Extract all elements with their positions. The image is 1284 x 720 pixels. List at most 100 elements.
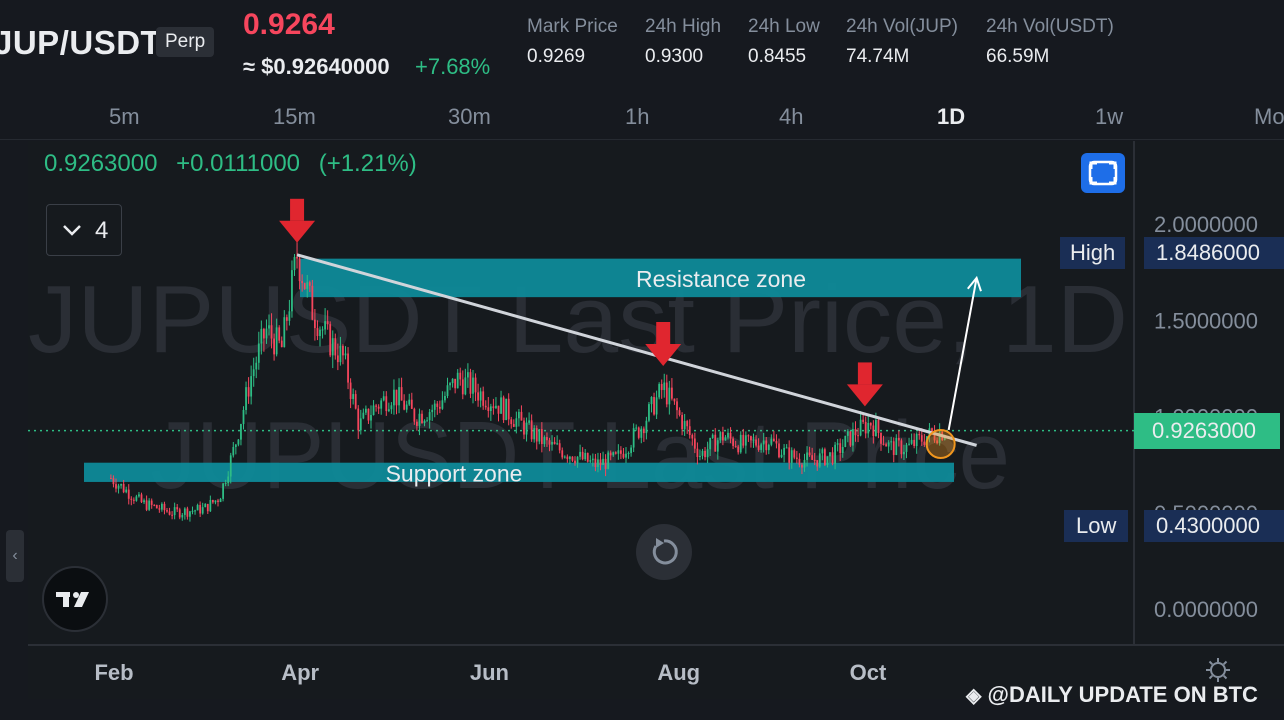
candle-body bbox=[729, 432, 732, 439]
projection-arrow-head bbox=[967, 275, 982, 292]
candle-body bbox=[247, 387, 250, 397]
candle-body bbox=[762, 440, 765, 445]
candle-body bbox=[714, 434, 717, 452]
candle-body bbox=[892, 441, 895, 455]
candle-body bbox=[515, 418, 518, 427]
candle-body bbox=[780, 454, 783, 458]
candle-body bbox=[222, 483, 224, 499]
candle-body bbox=[696, 448, 699, 458]
credit-watermark: ◈ @DAILY UPDATE ON BTC bbox=[966, 682, 1258, 708]
candle-body bbox=[362, 412, 365, 419]
candle-body bbox=[658, 384, 661, 398]
candle-body bbox=[293, 257, 296, 271]
candle-body bbox=[344, 353, 347, 356]
side-panel-toggle[interactable]: ‹ bbox=[6, 530, 24, 582]
chart-area[interactable]: JUPUSDT Last Price, 1D JUPUSDT Last Pric… bbox=[28, 141, 1284, 699]
candle-body bbox=[160, 503, 163, 510]
candle-body bbox=[375, 405, 377, 407]
candle-body bbox=[438, 406, 441, 409]
candle-body bbox=[693, 438, 696, 449]
candle-body bbox=[841, 446, 844, 454]
candles bbox=[109, 241, 946, 522]
candle-body bbox=[663, 382, 666, 391]
candle-body bbox=[178, 509, 181, 518]
candle-body bbox=[533, 428, 536, 440]
candle-body bbox=[387, 409, 390, 412]
credit-text: @DAILY UPDATE ON BTC bbox=[987, 682, 1258, 707]
candle-body bbox=[637, 427, 640, 438]
candle-body bbox=[719, 432, 722, 441]
price-chart[interactable]: JUPUSDT Last Price, 1D JUPUSDT Last Pric… bbox=[28, 141, 1284, 699]
candle-body bbox=[543, 437, 546, 445]
candle-body bbox=[354, 394, 357, 409]
resistance-trendline bbox=[296, 253, 978, 447]
tab-interval-1h[interactable]: 1h bbox=[625, 104, 650, 129]
candle-body bbox=[867, 422, 870, 434]
candle-body bbox=[166, 510, 168, 512]
candle-body bbox=[760, 444, 763, 450]
reset-chart-button[interactable] bbox=[636, 524, 692, 580]
candle-body bbox=[347, 353, 349, 383]
tab-interval-1d[interactable]: 1D bbox=[937, 104, 966, 129]
candle-body bbox=[645, 420, 648, 434]
tradingview-logo-button[interactable] bbox=[42, 566, 108, 632]
candle-body bbox=[306, 282, 309, 289]
chevron-down-icon bbox=[63, 225, 81, 236]
candle-body bbox=[862, 419, 865, 422]
candle-body bbox=[482, 391, 485, 406]
candle-body bbox=[138, 494, 140, 497]
candle-body bbox=[265, 328, 268, 339]
candle-body bbox=[150, 500, 153, 505]
candle-body bbox=[395, 389, 398, 406]
candle-body bbox=[423, 420, 426, 424]
candle-body bbox=[670, 387, 673, 399]
candle-body bbox=[571, 456, 574, 461]
candle-body bbox=[497, 405, 500, 414]
candle-body bbox=[232, 447, 235, 456]
tab-interval-4h[interactable]: 4h bbox=[779, 104, 804, 129]
candle-body bbox=[336, 355, 339, 363]
candle-body bbox=[390, 405, 393, 410]
candle-body bbox=[561, 450, 564, 458]
candle-body bbox=[372, 405, 375, 416]
candle-body bbox=[201, 507, 204, 514]
candle-body bbox=[660, 384, 663, 391]
legend-price: 0.9263000 bbox=[44, 150, 158, 177]
candle-body bbox=[834, 444, 836, 464]
diamond-logo-icon: ◈ bbox=[966, 685, 982, 707]
candle-body bbox=[556, 443, 559, 445]
candle-body bbox=[459, 372, 462, 380]
candle-body bbox=[464, 377, 467, 395]
tab-interval-15m[interactable]: 15m bbox=[273, 104, 316, 129]
candle-body bbox=[905, 444, 908, 452]
candle-body bbox=[408, 399, 411, 405]
tab-interval-month[interactable]: Mo bbox=[1254, 104, 1284, 129]
indicators-toggle-button[interactable]: 4 bbox=[46, 204, 122, 256]
candle-body bbox=[173, 507, 176, 516]
stat-24h-vol-base: 24h Vol(JUP) 74.74M bbox=[846, 16, 958, 68]
candle-body bbox=[194, 510, 196, 512]
symbol-title[interactable]: JUP/USDT bbox=[0, 24, 162, 61]
candle-body bbox=[466, 372, 469, 378]
candle-body bbox=[380, 400, 383, 409]
candle-body bbox=[431, 409, 434, 413]
candle-body bbox=[678, 410, 681, 415]
candle-body bbox=[311, 285, 314, 320]
candle-body bbox=[418, 413, 421, 426]
fullscreen-button[interactable] bbox=[1081, 153, 1125, 193]
ohlc-legend: 0.9263000 +0.0111000 (+1.21%) bbox=[44, 150, 429, 178]
tab-interval-5m[interactable]: 5m bbox=[109, 104, 140, 129]
candle-body bbox=[364, 408, 367, 413]
candle-body bbox=[326, 321, 329, 325]
candle-body bbox=[602, 458, 604, 465]
tab-interval-30m[interactable]: 30m bbox=[448, 104, 491, 129]
candle-body bbox=[413, 408, 416, 422]
settings-icon[interactable] bbox=[1203, 655, 1233, 685]
candle-body bbox=[579, 451, 581, 457]
stat-value: 0.8455 bbox=[748, 46, 807, 67]
candle-body bbox=[648, 404, 650, 421]
candle-body bbox=[199, 504, 202, 514]
candle-body bbox=[303, 283, 306, 289]
tab-interval-1w[interactable]: 1w bbox=[1095, 104, 1124, 129]
candle-body bbox=[665, 382, 668, 405]
